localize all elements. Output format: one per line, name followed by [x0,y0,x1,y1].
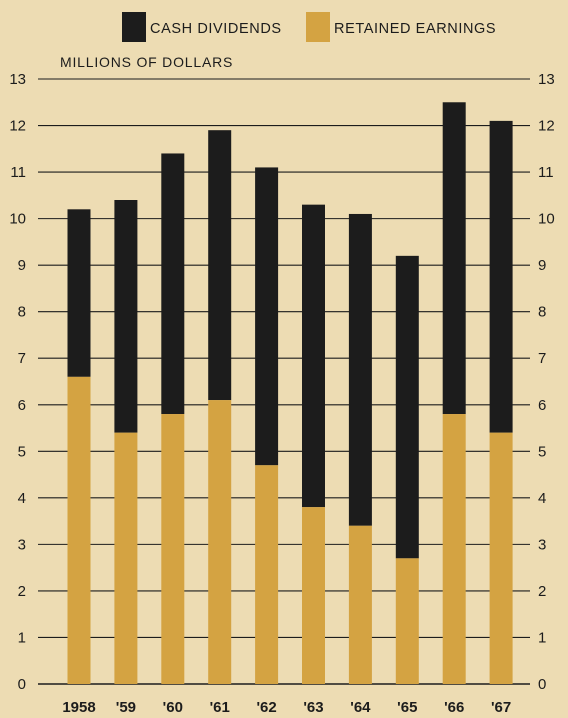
y-tick-label-right-3: 3 [538,536,546,553]
legend-swatch-cash-dividends [122,12,146,42]
y-tick-label-left-1: 1 [18,629,26,646]
y-tick-label-right-5: 5 [538,443,546,460]
bar-cash-dividends-5 [302,204,325,508]
y-tick-label-left-8: 8 [18,304,26,321]
y-tick-label-right-9: 9 [538,257,546,274]
x-tick-label-4: '62 [256,699,276,716]
y-tick-label-right-8: 8 [538,304,546,321]
y-tick-label-left-6: 6 [18,397,26,414]
y-axis-unit-label: MILLIONS OF DOLLARS [60,54,234,70]
bar-retained-earnings-4 [255,465,279,684]
x-tick-label-5: '63 [303,699,323,716]
bar-cash-dividends-6 [348,213,372,526]
bar-cash-dividends-9 [489,120,513,433]
y-tick-label-left-4: 4 [18,490,26,507]
bar-cash-dividends-0 [67,209,91,377]
legend-item-retained-earnings: RETAINED EARNINGS [306,12,496,42]
bar-retained-earnings-6 [348,525,372,684]
y-tick-label-right-10: 10 [538,211,555,228]
x-tick-label-6: '64 [350,699,371,716]
legend-swatch-retained-earnings [306,12,330,42]
bar-retained-earnings-8 [442,414,466,684]
x-tick-label-1: '59 [116,699,136,716]
chart-legend: CASH DIVIDENDS RETAINED EARNINGS [0,12,568,42]
x-tick-label-0: 1958 [62,699,95,716]
legend-label-retained-earnings: RETAINED EARNINGS [334,21,497,37]
x-tick-label-8: '66 [444,699,464,716]
y-tick-label-right-11: 11 [538,164,554,181]
y-tick-label-left-5: 5 [18,443,26,460]
y-tick-label-right-7: 7 [538,350,546,367]
y-tick-label-right-6: 6 [538,397,546,414]
bar-cash-dividends-3 [208,130,232,401]
bar-retained-earnings-3 [208,400,232,684]
bar-cash-dividends-2 [161,153,185,415]
x-tick-label-7: '65 [397,699,417,716]
y-tick-label-left-9: 9 [18,257,26,274]
bar-retained-earnings-0 [67,376,91,684]
y-tick-label-left-3: 3 [18,536,26,553]
bar-retained-earnings-9 [489,432,513,684]
legend-item-cash-dividends: CASH DIVIDENDS [122,12,282,42]
bar-cash-dividends-1 [114,200,138,433]
x-tick-label-3: '61 [210,699,230,716]
legend-label-cash-dividends: CASH DIVIDENDS [150,21,282,37]
bar-cash-dividends-8 [442,102,466,415]
y-tick-label-left-13: 13 [9,71,26,88]
bar-cash-dividends-4 [255,167,279,466]
y-tick-label-left-10: 10 [9,211,26,228]
bar-retained-earnings-7 [395,558,419,684]
y-tick-label-right-2: 2 [538,583,546,600]
bar-retained-earnings-5 [302,507,325,684]
bar-retained-earnings-1 [114,432,138,684]
y-tick-label-right-0: 0 [538,676,546,693]
y-tick-label-left-12: 12 [9,118,26,135]
bar-cash-dividends-7 [395,255,419,559]
y-tick-label-left-7: 7 [18,350,26,367]
y-tick-label-right-13: 13 [538,71,555,88]
bar-retained-earnings-2 [161,414,185,684]
x-tick-label-9: '67 [491,699,511,716]
y-tick-label-right-1: 1 [538,629,546,646]
y-tick-label-left-0: 0 [18,676,26,693]
y-tick-label-right-4: 4 [538,490,546,507]
x-tick-label-2: '60 [163,699,183,716]
y-tick-label-right-12: 12 [538,118,555,135]
y-tick-label-left-11: 11 [10,164,26,181]
y-tick-label-left-2: 2 [18,583,26,600]
